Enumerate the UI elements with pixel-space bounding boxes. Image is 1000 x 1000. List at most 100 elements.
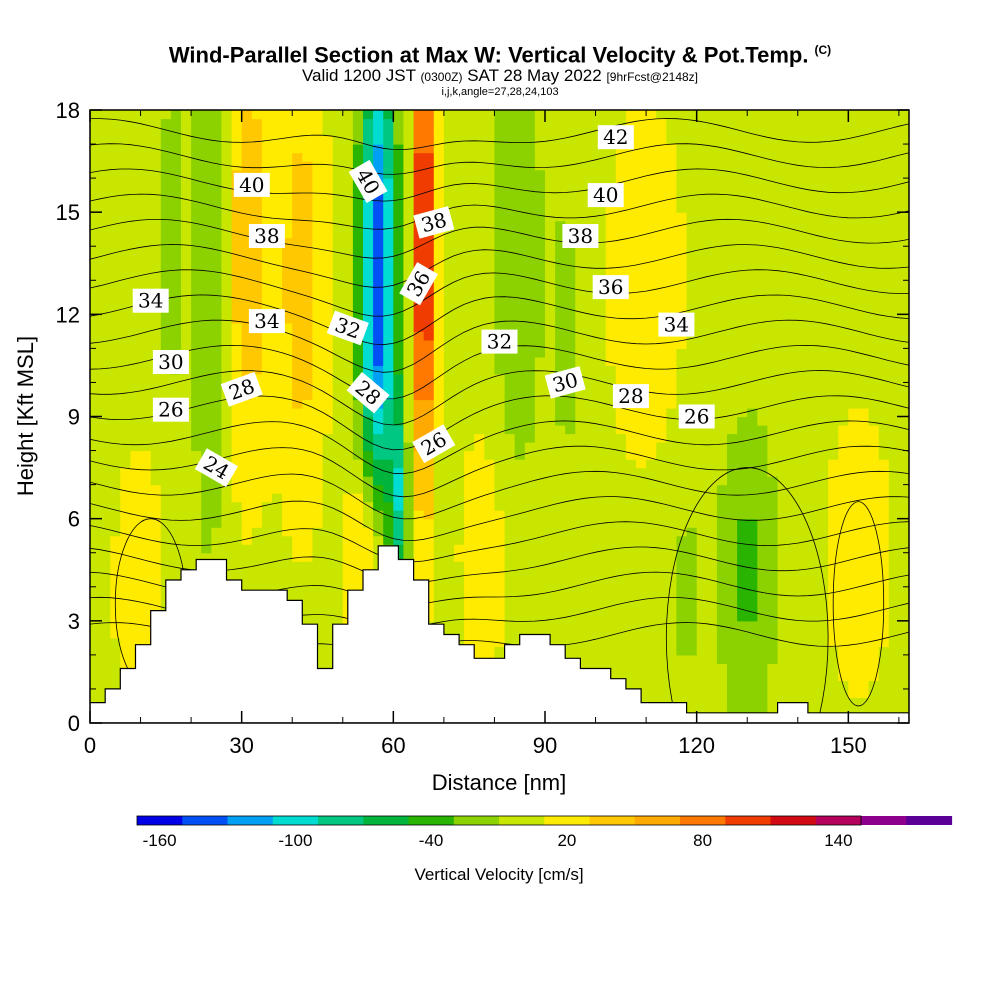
velocity-cell bbox=[737, 663, 748, 673]
velocity-cell bbox=[312, 288, 324, 298]
velocity-cell bbox=[322, 288, 334, 298]
velocity-cell bbox=[716, 688, 728, 698]
velocity-cell bbox=[342, 510, 354, 520]
velocity-cell bbox=[130, 373, 142, 383]
velocity-cell bbox=[747, 365, 758, 375]
velocity-cell bbox=[433, 391, 445, 401]
velocity-cell bbox=[625, 416, 637, 426]
velocity-cell bbox=[666, 288, 677, 298]
velocity-cell bbox=[636, 373, 647, 383]
velocity-cell bbox=[797, 688, 809, 698]
velocity-cell bbox=[494, 518, 506, 528]
velocity-cell bbox=[292, 254, 303, 264]
velocity-cell bbox=[656, 586, 667, 596]
velocity-cell bbox=[636, 527, 647, 537]
velocity-cell bbox=[636, 314, 647, 324]
velocity-cell bbox=[646, 595, 657, 605]
velocity-cell bbox=[534, 476, 546, 486]
velocity-cell bbox=[757, 229, 768, 239]
velocity-cell bbox=[646, 680, 657, 690]
velocity-cell bbox=[494, 586, 506, 596]
velocity-cell bbox=[393, 493, 404, 503]
velocity-cell bbox=[221, 527, 233, 537]
velocity-cell bbox=[474, 442, 485, 452]
velocity-cell bbox=[312, 314, 324, 324]
velocity-cell bbox=[838, 578, 849, 588]
velocity-cell bbox=[282, 195, 293, 205]
velocity-cell bbox=[423, 331, 435, 341]
velocity-cell bbox=[848, 297, 859, 307]
velocity-cell bbox=[484, 476, 495, 486]
velocity-cell bbox=[352, 314, 364, 324]
velocity-cell bbox=[716, 408, 728, 418]
velocity-cell bbox=[716, 280, 728, 290]
velocity-cell bbox=[757, 501, 768, 511]
velocity-cell bbox=[777, 544, 789, 554]
velocity-cell bbox=[868, 416, 880, 426]
velocity-cell bbox=[615, 654, 627, 664]
velocity-cell bbox=[636, 518, 647, 528]
velocity-cell bbox=[777, 450, 789, 460]
velocity-cell bbox=[484, 595, 495, 605]
velocity-cell bbox=[636, 510, 647, 520]
velocity-cell bbox=[534, 518, 546, 528]
velocity-cell bbox=[777, 331, 789, 341]
velocity-cell bbox=[110, 459, 121, 469]
velocity-cell bbox=[130, 586, 142, 596]
velocity-cell bbox=[231, 510, 243, 520]
velocity-cell bbox=[413, 493, 425, 503]
velocity-cell bbox=[565, 493, 576, 503]
velocity-cell bbox=[322, 195, 334, 205]
velocity-cell bbox=[302, 603, 313, 613]
velocity-cell bbox=[787, 408, 799, 418]
velocity-cell bbox=[433, 501, 445, 511]
velocity-cell bbox=[433, 544, 445, 554]
velocity-cell bbox=[423, 484, 435, 494]
velocity-cell bbox=[120, 297, 131, 307]
velocity-cell bbox=[797, 263, 809, 273]
velocity-cell bbox=[666, 663, 677, 673]
velocity-cell bbox=[534, 467, 546, 477]
velocity-cell bbox=[120, 220, 131, 230]
velocity-cell bbox=[868, 595, 880, 605]
velocity-cell bbox=[757, 356, 768, 366]
velocity-cell bbox=[292, 416, 303, 426]
velocity-cell bbox=[352, 195, 364, 205]
velocity-cell bbox=[150, 254, 162, 264]
velocity-cell bbox=[848, 314, 859, 324]
velocity-cell bbox=[332, 297, 344, 307]
velocity-cell bbox=[332, 229, 344, 239]
velocity-cell bbox=[767, 433, 779, 443]
velocity-cell bbox=[150, 467, 162, 477]
velocity-cell bbox=[524, 433, 536, 443]
velocity-cell bbox=[130, 612, 142, 622]
velocity-cell bbox=[100, 629, 111, 639]
velocity-cell bbox=[636, 671, 647, 681]
velocity-cell bbox=[170, 391, 182, 401]
velocity-cell bbox=[585, 569, 597, 579]
velocity-cell bbox=[818, 263, 829, 273]
velocity-cell bbox=[322, 484, 334, 494]
velocity-cell bbox=[514, 399, 526, 409]
velocity-cell bbox=[828, 552, 839, 562]
velocity-cell bbox=[433, 297, 445, 307]
velocity-cell bbox=[757, 595, 768, 605]
velocity-cell bbox=[777, 305, 789, 315]
velocity-cell bbox=[848, 476, 859, 486]
velocity-cell bbox=[848, 697, 859, 707]
velocity-cell bbox=[838, 229, 849, 239]
velocity-cell bbox=[413, 569, 425, 579]
velocity-cell bbox=[120, 646, 131, 656]
velocity-cell bbox=[524, 629, 536, 639]
velocity-cell bbox=[888, 459, 900, 469]
velocity-cell bbox=[545, 220, 556, 230]
velocity-cell bbox=[706, 493, 718, 503]
velocity-cell bbox=[474, 348, 485, 358]
velocity-cell bbox=[797, 561, 809, 571]
velocity-cell bbox=[646, 442, 657, 452]
velocity-cell bbox=[150, 203, 162, 213]
velocity-cell bbox=[585, 280, 597, 290]
velocity-cell bbox=[777, 595, 789, 605]
velocity-cell bbox=[898, 467, 909, 477]
velocity-cell bbox=[585, 620, 597, 630]
